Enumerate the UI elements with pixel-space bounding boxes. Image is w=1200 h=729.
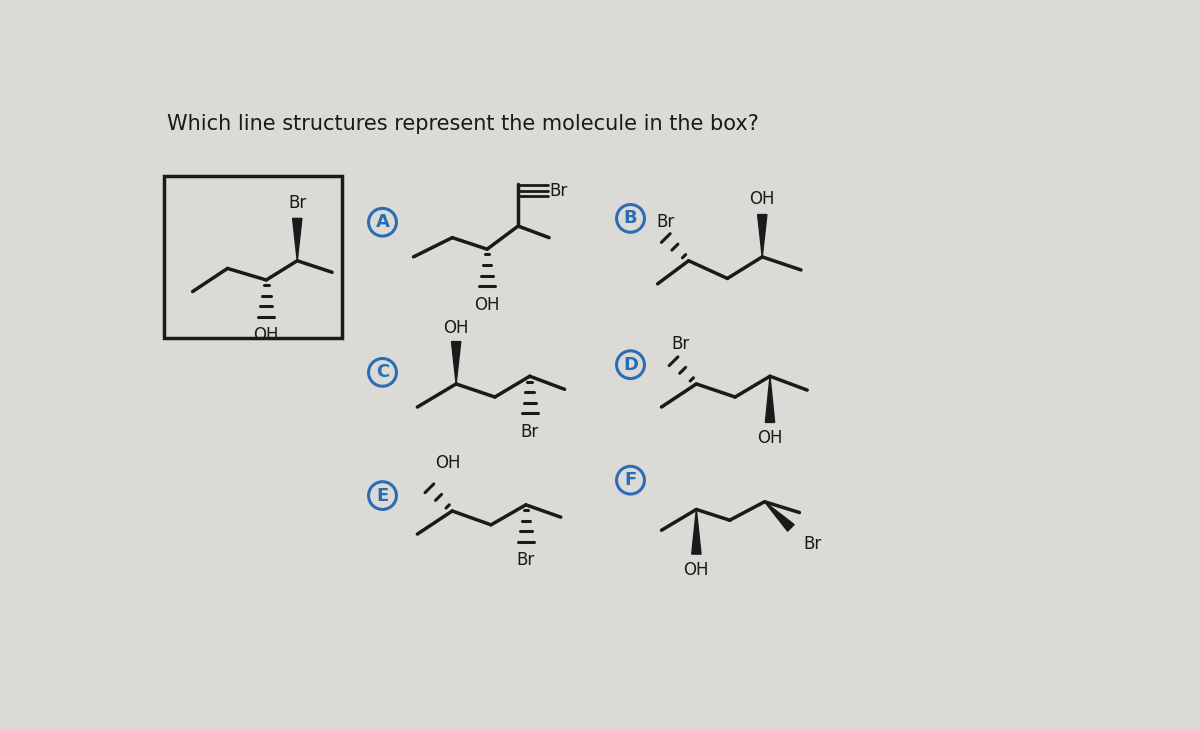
Text: Br: Br bbox=[656, 213, 674, 231]
Text: C: C bbox=[376, 363, 389, 381]
Text: OH: OH bbox=[684, 561, 709, 579]
Text: OH: OH bbox=[436, 454, 461, 472]
Text: F: F bbox=[624, 471, 637, 489]
Polygon shape bbox=[766, 376, 775, 422]
Text: B: B bbox=[624, 209, 637, 227]
Polygon shape bbox=[757, 214, 767, 257]
Polygon shape bbox=[691, 510, 701, 554]
Text: Br: Br bbox=[550, 182, 568, 200]
Text: OH: OH bbox=[253, 327, 278, 344]
Text: E: E bbox=[377, 486, 389, 504]
Polygon shape bbox=[764, 502, 794, 531]
Text: Br: Br bbox=[517, 551, 535, 569]
Bar bbox=[164, 176, 342, 338]
Polygon shape bbox=[451, 342, 461, 384]
Text: OH: OH bbox=[443, 319, 469, 338]
Text: Br: Br bbox=[521, 423, 539, 440]
Text: D: D bbox=[623, 356, 638, 374]
Text: OH: OH bbox=[750, 190, 775, 208]
Text: Br: Br bbox=[804, 535, 822, 553]
Text: OH: OH bbox=[757, 429, 782, 447]
Text: Br: Br bbox=[672, 335, 690, 353]
Text: Which line structures represent the molecule in the box?: Which line structures represent the mole… bbox=[167, 114, 758, 134]
Text: Br: Br bbox=[288, 194, 306, 212]
Text: A: A bbox=[376, 213, 390, 231]
Text: OH: OH bbox=[474, 296, 500, 313]
Polygon shape bbox=[293, 219, 302, 261]
